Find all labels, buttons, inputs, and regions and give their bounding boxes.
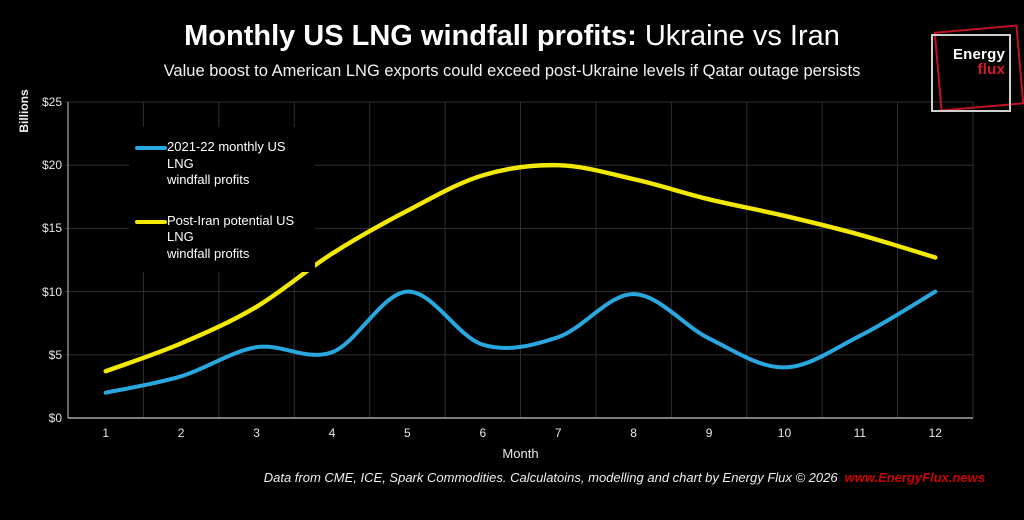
y-tick-label: $10 <box>41 284 62 299</box>
chart-title: Monthly US LNG windfall profits: Ukraine… <box>0 20 1024 53</box>
x-tick-label: 3 <box>253 426 260 440</box>
x-tick-label: 9 <box>705 426 713 440</box>
legend-label-yellow-line2: windfall profits <box>167 245 250 261</box>
x-tick-label: 4 <box>328 426 336 440</box>
x-tick-label: 2 <box>177 426 185 440</box>
blue-line-swatch <box>135 146 167 150</box>
blue-series-path <box>103 289 938 395</box>
x-tick-label: 8 <box>630 426 637 440</box>
x-tick-label: 1 <box>102 426 110 440</box>
legend-label-blue-line1: 2021-22 monthly US LNG <box>167 139 286 171</box>
legend-item-yellow: Post-Iran potential US LNG windfall prof… <box>135 213 315 263</box>
footer-link-url[interactable]: www.EnergyFlux.news <box>844 470 985 485</box>
legend-label-blue-line2: windfall profits <box>167 172 250 187</box>
x-tick-label: 7 <box>554 426 562 440</box>
y-tick-label: $0 <box>48 411 62 425</box>
x-tick-label: 11 <box>853 426 867 440</box>
x-axis-title: Month <box>502 446 539 461</box>
logo-word-energy: Energy <box>952 46 1005 63</box>
x-tick-label: 6 <box>479 426 487 440</box>
x-tick-label: 5 <box>404 426 411 440</box>
chart-title-regular: Ukraine vs Iran <box>636 20 840 52</box>
y-axis-title: Billions <box>17 89 31 133</box>
legend: 2021-22 monthly US LNG windfall profits … <box>129 127 315 272</box>
chart-title-bold: Monthly US LNG windfall profits: <box>184 20 637 52</box>
legend-item-blue: 2021-22 monthly US LNG windfall profits <box>135 139 315 189</box>
footer-text: Data from CME, ICE, Spark Commodities. C… <box>263 470 838 485</box>
legend-label-yellow: Post-Iran potential US LNG windfall prof… <box>167 213 315 263</box>
logo-gray-square <box>931 34 1011 112</box>
logo-wordmark: Energy flux <box>929 47 1005 77</box>
logo-word-flux: flux <box>977 61 1005 78</box>
y-tick-label: $25 <box>41 95 62 109</box>
y-tick-label: $20 <box>41 158 62 173</box>
chart-subtitle: Value boost to American LNG exports coul… <box>163 62 861 80</box>
footer-attribution: Data from CME, ICE, Spark Commodities. C… <box>264 470 985 485</box>
y-tick-label: $15 <box>41 221 62 236</box>
y-tick-label: $5 <box>48 347 62 362</box>
x-tick-label: 10 <box>777 426 792 440</box>
yellow-series-path <box>103 162 938 374</box>
legend-label-blue: 2021-22 monthly US LNG windfall profits <box>167 139 315 189</box>
yellow-line-swatch <box>135 219 167 224</box>
x-tick-label: 12 <box>928 426 942 440</box>
legend-label-yellow-line1: Post-Iran potential US LNG <box>167 212 295 245</box>
